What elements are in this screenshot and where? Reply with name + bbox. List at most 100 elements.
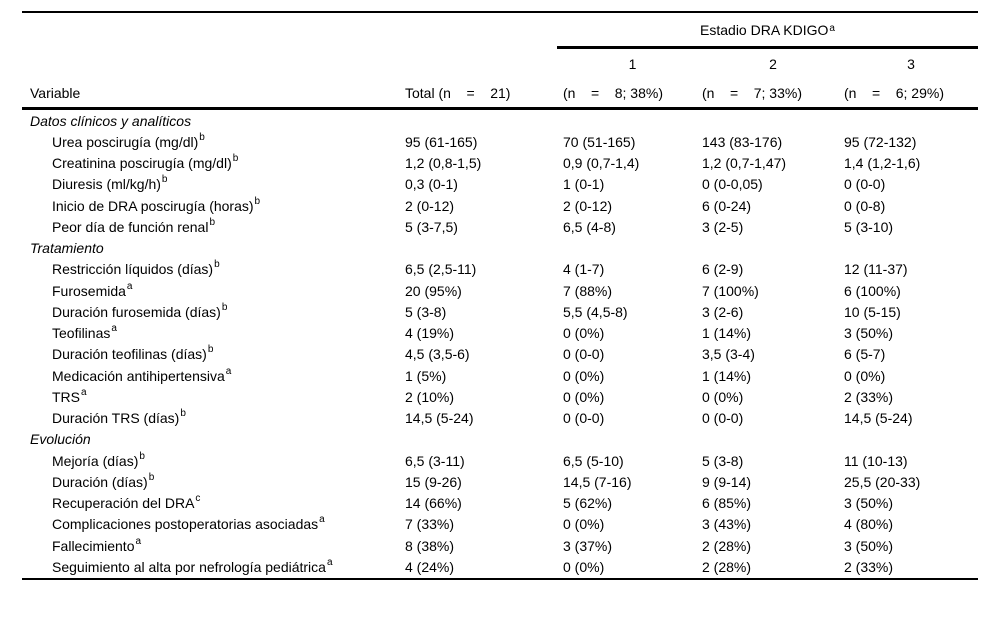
total-value-cell: 8 (38%) [405, 537, 455, 554]
total-value-cell: 4,5 (3,5-6) [405, 346, 470, 363]
section-title: Datos clínicos y analíticos [30, 112, 192, 129]
stage-2-value-cell: 9 (9-14) [702, 473, 752, 490]
stage-2-value-cell: 6 (0-24) [702, 197, 752, 214]
table-row: Duración (días) b 15 (9-26) 14,5 (7-16) 9… [22, 471, 978, 492]
table-row: Peor día de función renal b 5 (3-7,5) 6,5… [22, 216, 978, 237]
variable-label-cell: Duración teofilinas (días) b [22, 344, 405, 365]
variable-label: Teofilinas [52, 325, 111, 342]
total-value-cell: 2 (0-12) [405, 197, 455, 214]
stage-3-value-cell: 3 (50%) [844, 495, 894, 512]
total-value-cell: 2 (10%) [405, 388, 455, 405]
variable-label-cell: Complicaciones postoperatorias asociadas… [22, 514, 405, 535]
variable-label-cell: Restricción líquidos (días) b [22, 259, 405, 280]
table-row: Mejoría (días) b 6,5 (3-11) 6,5 (5-10) 5 … [22, 450, 978, 471]
group-header-title: Estadio DRA KDIGO [700, 22, 829, 38]
section-row: Evolución [22, 429, 978, 450]
footnote-mark: a [126, 280, 133, 292]
stage-3-value-cell: 95 (72-132) [844, 133, 917, 150]
variable-label: TRS [52, 388, 80, 405]
total-value-cell: 0,3 (0-1) [405, 176, 458, 193]
variable-label-cell: Fallecimiento a [22, 535, 405, 556]
footnote-mark: b [148, 471, 155, 483]
variable-label-cell: Diuresis (ml/kg/h) b [22, 174, 405, 195]
stage-2-value-cell: 5 (3-8) [702, 452, 744, 469]
section-row: Tratamiento [22, 238, 978, 259]
footnote-mark: b [214, 259, 220, 271]
spacer-cell [405, 49, 563, 78]
variable-label: Recuperación del DRA [52, 495, 195, 512]
total-value-cell: 14,5 (5-24) [405, 410, 474, 427]
spacer-cell [22, 49, 405, 78]
total-value-cell: 4 (19%) [405, 325, 455, 342]
group-header-cell: Estadio DRA KDIGO a [557, 13, 978, 49]
variable-label: Complicaciones postoperatorias asociadas [52, 516, 319, 533]
table-row: Medicación antihipertensiva a 1 (5%) 0 (0… [22, 365, 978, 386]
variable-label-cell: Furosemida a [22, 280, 405, 301]
table-body: Datos clínicos y analíticos Urea posciru… [22, 110, 978, 580]
stage-2-value-cell: 3 (43%) [702, 516, 752, 533]
stage-3-value-cell: 0 (0-8) [844, 197, 886, 214]
total-value-cell: 4 (24%) [405, 558, 455, 575]
section-title: Tratamiento [30, 240, 104, 257]
stage-1-value-cell: 1 (0-1) [563, 176, 605, 193]
stage-1-value-cell: 6,5 (5-10) [563, 452, 624, 469]
stage-1-value-cell: 7 (88%) [563, 282, 613, 299]
footnote-mark: b [161, 174, 168, 186]
table-row: Recuperación del DRA c 14 (66%) 5 (62%) 6… [22, 493, 978, 514]
stage-1-value-cell: 6,5 (4-8) [563, 218, 616, 235]
stage-1-value-cell: 0 (0%) [563, 325, 605, 342]
stage-1-n-header: (n = 8; 38%) [563, 84, 663, 101]
variable-label-cell: Teofilinas a [22, 323, 405, 344]
table-group-header-row: Estadio DRA KDIGO a [22, 13, 978, 49]
stage-1-value-cell: 0 (0%) [563, 388, 605, 405]
variable-label-cell: Peor día de función renal b [22, 216, 405, 237]
footnote-mark: b [199, 131, 205, 143]
variable-label-cell: TRS a [22, 386, 405, 407]
table-row: Teofilinas a 4 (19%) 0 (0%) 1 (14%) 3 (50… [22, 323, 978, 344]
stage-1-header: 1 [628, 55, 637, 72]
footnote-mark: a [81, 386, 87, 398]
stage-1-value-cell: 70 (51-165) [563, 133, 636, 150]
variable-label: Restricción líquidos (días) [52, 261, 214, 278]
total-value-cell: 6,5 (3-11) [405, 452, 465, 469]
stage-3-value-cell: 3 (50%) [844, 325, 894, 342]
stage-3-value-cell: 2 (33%) [844, 388, 894, 405]
table-row: Seguimiento al alta por nefrología pediá… [22, 556, 978, 577]
table-row: Diuresis (ml/kg/h) b 0,3 (0-1) 1 (0-1) 0 … [22, 174, 978, 195]
stage-2-value-cell: 0 (0-0) [702, 410, 744, 427]
stage-3-value-cell: 12 (11-37) [844, 261, 908, 278]
section-row: Datos clínicos y analíticos [22, 110, 978, 131]
stage-3-value-cell: 5 (3-10) [844, 218, 894, 235]
stage-1-value-cell: 0,9 (0,7-1,4) [563, 155, 640, 172]
stage-2-value-cell: 3 (2-5) [702, 218, 744, 235]
footnote-mark: b [180, 408, 186, 420]
footnote-mark: b [209, 216, 216, 228]
stage-2-value-cell: 1 (14%) [702, 367, 752, 384]
stage-3-n-header: (n = 6; 29%) [844, 84, 944, 101]
stage-1-value-cell: 14,5 (7-16) [563, 473, 632, 490]
total-value-cell: 5 (3-8) [405, 303, 447, 320]
variable-label: Duración TRS (días) [52, 410, 180, 427]
stage-2-value-cell: 1,2 (0,7-1,47) [702, 155, 787, 172]
variable-label: Duración teofilinas (días) [52, 346, 207, 363]
stage-2-header: 2 [769, 55, 777, 72]
spacer-cell [22, 13, 405, 49]
group-header-footnote-mark: a [829, 23, 835, 34]
stage-2-value-cell: 0 (0-0,05) [702, 176, 763, 193]
variable-label: Fallecimiento [52, 537, 135, 554]
stage-2-value-cell: 6 (2-9) [702, 261, 744, 278]
variable-label-cell: Medicación antihipertensiva a [22, 365, 405, 386]
footnote-mark: a [225, 365, 232, 377]
stage-2-value-cell: 0 (0%) [702, 388, 744, 405]
stage-3-value-cell: 3 (50%) [844, 537, 894, 554]
stage-2-value-cell: 7 (100%) [702, 282, 759, 299]
stage-3-header: 3 [907, 55, 915, 72]
variable-label-cell: Recuperación del DRA c [22, 493, 405, 514]
stage-1-value-cell: 4 (1-7) [563, 261, 605, 278]
footnote-mark: b [221, 301, 228, 313]
stage-1-value-cell: 3 (37%) [563, 537, 613, 554]
stage-2-value-cell: 2 (28%) [702, 558, 752, 575]
table-row: Complicaciones postoperatorias asociadas… [22, 514, 978, 535]
stage-3-value-cell: 4 (80%) [844, 516, 894, 533]
